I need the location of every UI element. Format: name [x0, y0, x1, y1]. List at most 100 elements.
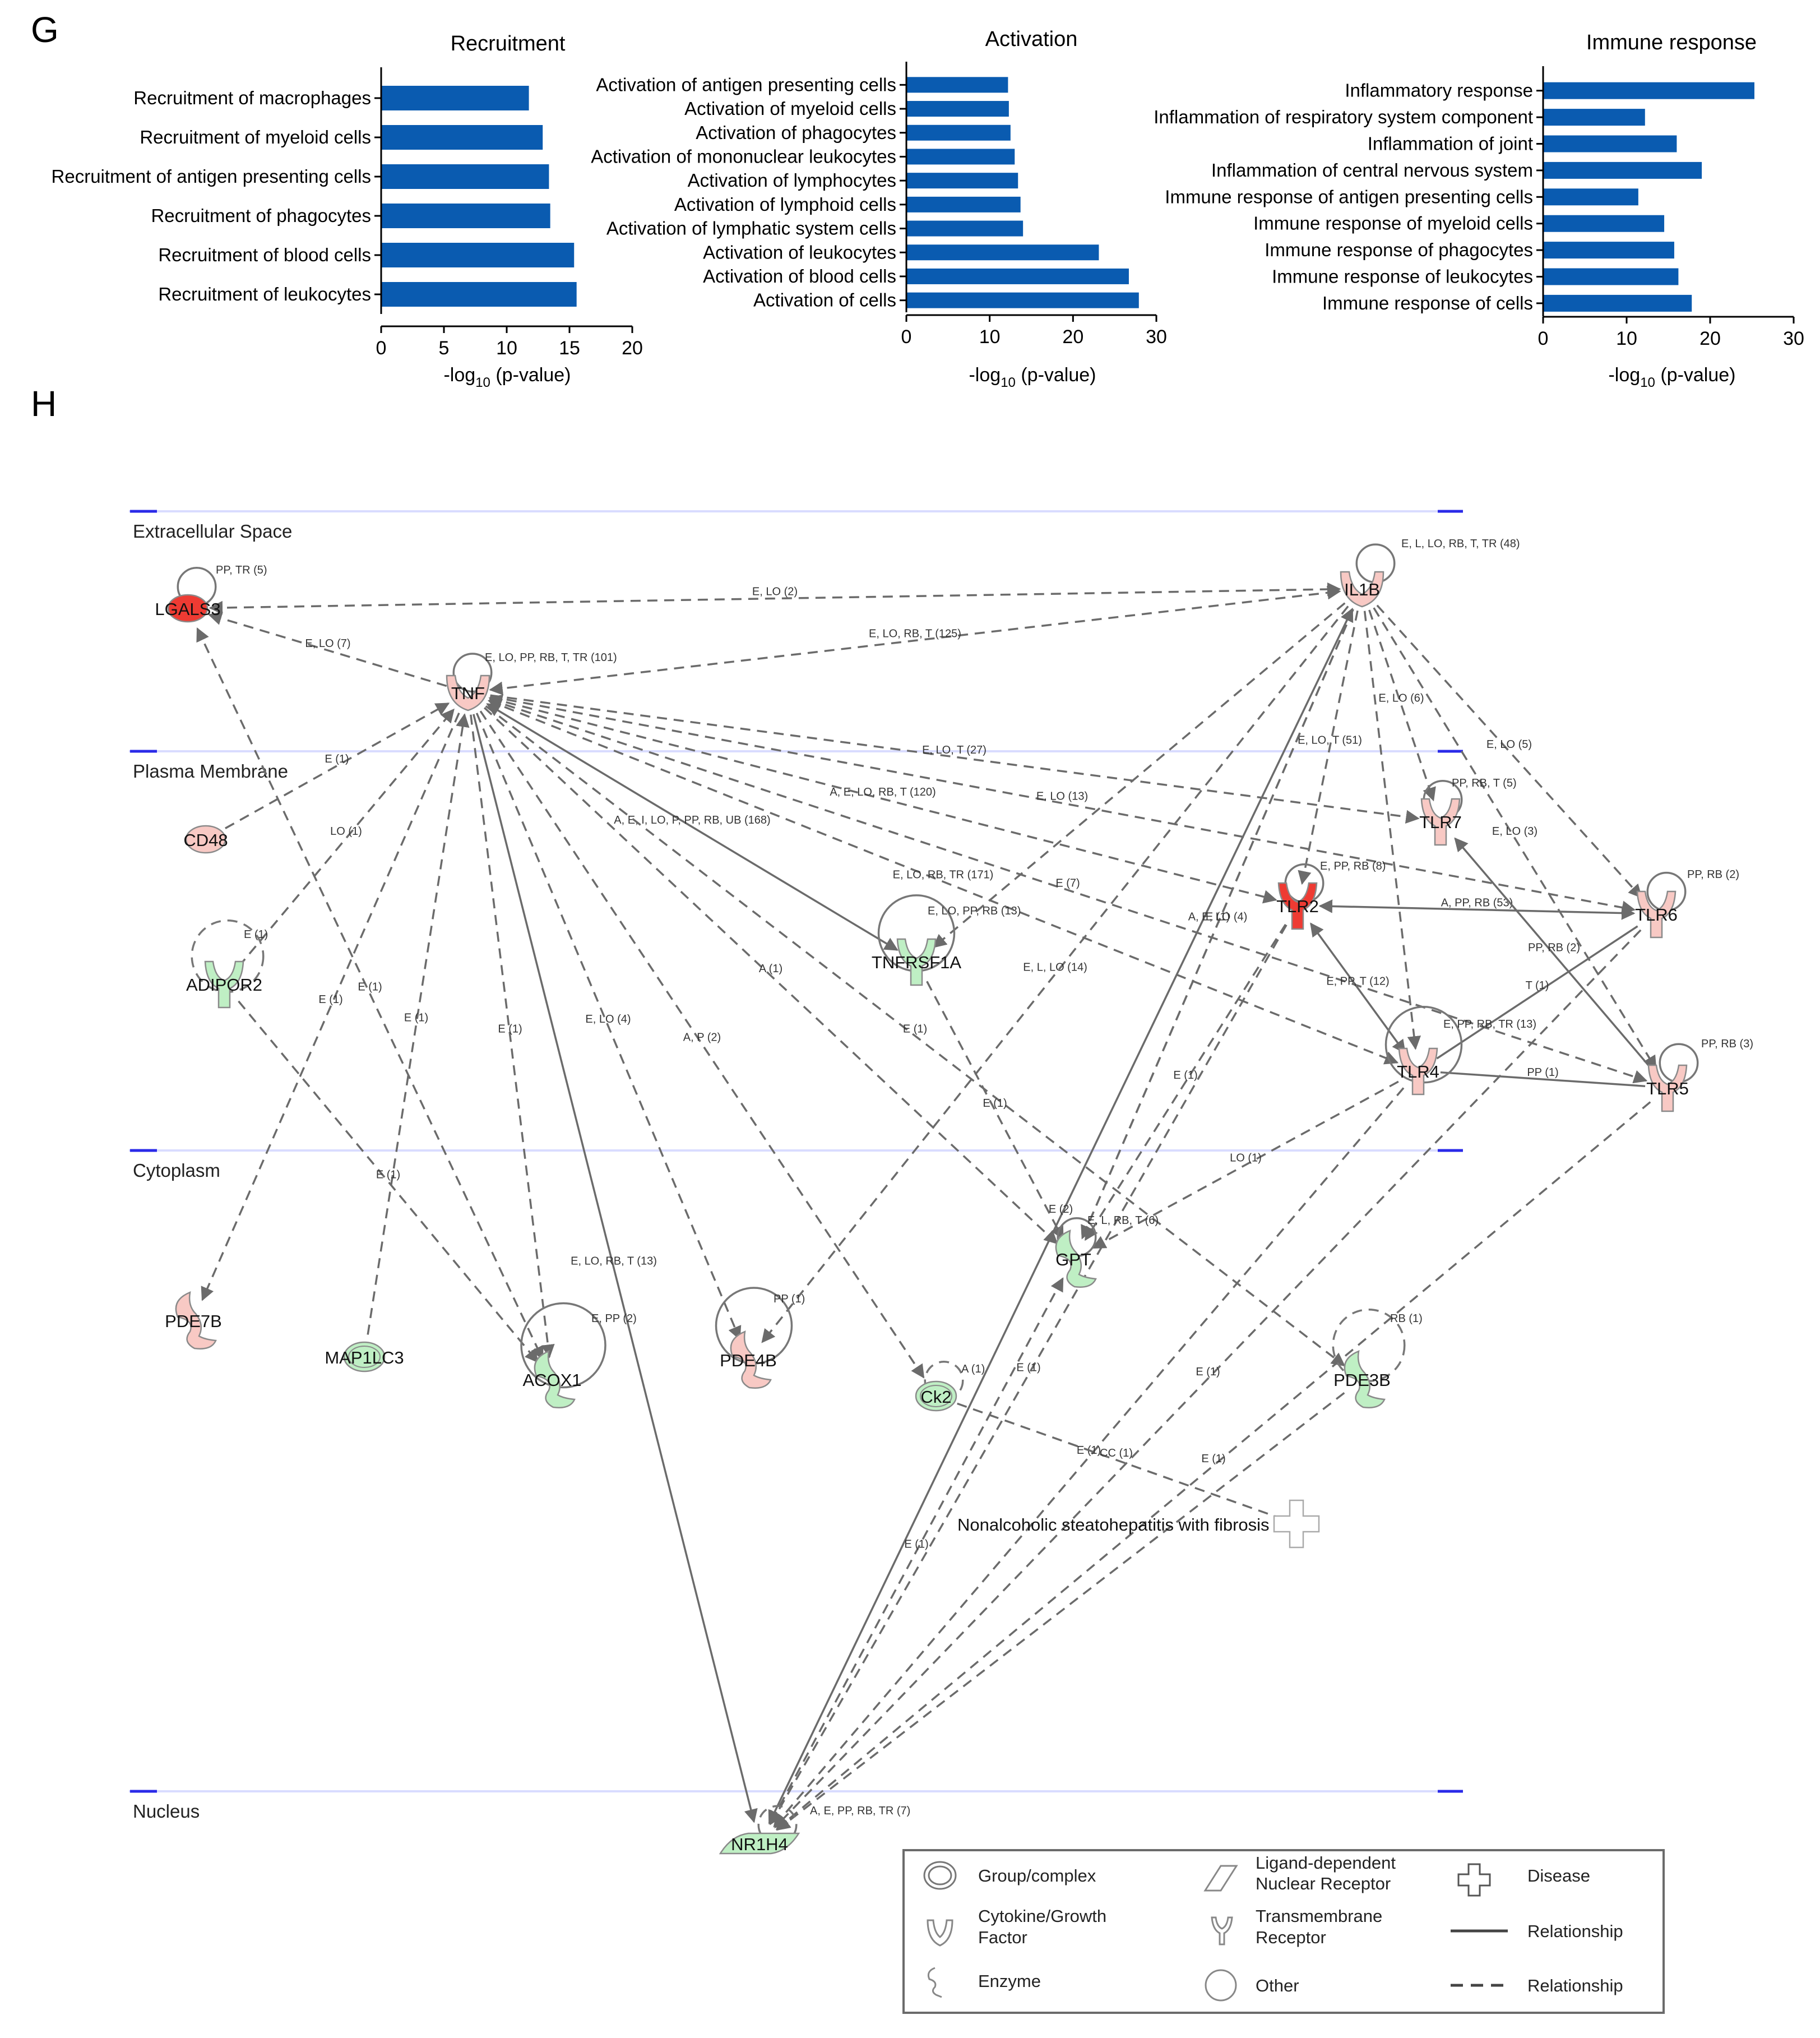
edge: [479, 710, 925, 1379]
edge: [1436, 925, 1638, 1060]
category-label: Inflammation of respiratory system compo…: [1154, 107, 1533, 127]
x-tick-label: 20: [1062, 326, 1083, 348]
edge-label: E (1): [1196, 1366, 1220, 1378]
edge-label: E (1): [1016, 1362, 1040, 1374]
category-label: Inflammatory response: [1345, 80, 1533, 101]
category-label: Immune response of leukocytes: [1272, 266, 1533, 287]
node-shape: [1340, 571, 1384, 608]
panel-g-label: G: [31, 10, 59, 50]
bar: [1544, 294, 1692, 312]
bar: [382, 282, 577, 307]
node-shape: [1420, 798, 1461, 846]
compartment-label: Cytoplasm: [133, 1160, 220, 1181]
node-tlr7: PP, RB, T (5) TLR7: [1419, 777, 1517, 846]
node-shape: [204, 960, 244, 1009]
node-shape: [175, 1291, 217, 1350]
edge-label: E (1): [983, 1097, 1007, 1110]
edge-label: E (1): [904, 1538, 928, 1551]
edge-label: PP (1): [1527, 1066, 1558, 1079]
group-complex-icon: [923, 1861, 957, 1890]
node-label: ACOX1: [522, 1370, 581, 1390]
chart-title-activation: Activation: [985, 27, 1078, 51]
edge-label: A, E, LO, RB, T (120): [830, 786, 936, 798]
edge: [1091, 1080, 1399, 1249]
node-lgals3: PP, TR (5) LGALS3: [155, 564, 267, 623]
edge: [475, 713, 742, 1341]
node-label: TLR2: [1276, 896, 1319, 916]
bar-charts: 0 5 10 15 20 Recruitment of macrophages Recrui…: [52, 62, 1804, 359]
edge-label: E, LO (7): [305, 637, 350, 650]
edge-label: E, LO (3): [1492, 825, 1537, 838]
edge-label: A, PP, RB (53): [1441, 897, 1513, 909]
network-nodes: PP, TR (5) LGALS3 E, L, LO, RB, T, TR (48)…: [155, 538, 1753, 1855]
self-loop: [520, 1302, 606, 1389]
edge: [1084, 923, 1287, 1241]
nuclear-receptor-icon: [1203, 1865, 1238, 1892]
node-label: PDE7B: [165, 1311, 222, 1331]
other-icon: [1205, 1969, 1237, 2002]
x-tick-label: 10: [496, 338, 517, 359]
x-axis-label-recruitment: -log10 (p-value): [443, 364, 571, 390]
self-loop: [452, 653, 493, 693]
node-cd48: CD48: [183, 825, 228, 854]
node-label: TLR6: [1635, 905, 1678, 925]
self-loop-label: A, E, PP, RB, TR (7): [810, 1805, 910, 1817]
self-loop-label: E, LO, PP, RB, T, TR (101): [485, 651, 617, 664]
node-label: Nonalcoholic steatohepatitis with fibros…: [957, 1515, 1270, 1535]
edge: [201, 712, 460, 1301]
edge: [367, 713, 470, 1335]
node-shape: [446, 674, 490, 711]
edge-label: E, LO, RB, TR (171): [893, 869, 994, 881]
node-tlr2: E, PP, RB (8) TLR2: [1276, 860, 1386, 930]
self-loop-label: E, PP, RB (8): [1320, 860, 1386, 872]
network-edges: E, LO (2) E, LO (7) E, LO, RB, T (125) E (1…: [196, 582, 1657, 1831]
category-label: Recruitment of myeloid cells: [140, 127, 371, 147]
edge: [957, 1402, 1276, 1518]
node-nash: Nonalcoholic steatohepatitis with fibros…: [957, 1499, 1320, 1549]
bar: [907, 220, 1024, 237]
edge-label: E (1): [1206, 911, 1230, 923]
edge: [196, 627, 544, 1361]
node-shape: [1344, 1350, 1386, 1408]
self-loop-label: E, L, LO, RB, T, TR (48): [1401, 538, 1520, 550]
node-shape: [896, 938, 937, 986]
node-label: TLR5: [1646, 1079, 1689, 1098]
edge-label: E, LO (5): [1486, 738, 1532, 751]
edge-label: CC (1): [1100, 1447, 1133, 1459]
node-shape: [1273, 1499, 1320, 1549]
edge: [207, 612, 447, 687]
edge-label: E (1): [376, 1169, 400, 1181]
bar: [382, 204, 550, 228]
edge: [238, 708, 455, 968]
bar: [907, 292, 1139, 308]
legend-box: [902, 1849, 1665, 2014]
edge: [470, 714, 555, 1358]
edge-label: E, LO, T (27): [922, 744, 987, 756]
legend-cytokine-label-2: Factor: [978, 1928, 1027, 1947]
category-label: Recruitment of blood cells: [158, 244, 371, 265]
edge-label: E (1): [903, 1023, 927, 1036]
node-label: TLR4: [1397, 1062, 1439, 1082]
category-label: Activation of lymphoid cells: [674, 194, 896, 215]
category-label: Immune response of antigen presenting ce…: [1165, 186, 1533, 207]
category-label: Recruitment of antigen presenting cells: [52, 166, 371, 187]
node-tlr6: PP, RB (2) TLR6: [1635, 868, 1739, 939]
bar: [382, 125, 543, 150]
edge: [1081, 609, 1354, 1240]
edge-label: E (1): [358, 981, 382, 993]
category-label: Activation of cells: [753, 290, 896, 311]
bar: [907, 196, 1021, 212]
self-loop-label: E, LO, PP, RB (13): [928, 905, 1021, 917]
node-pde4b: PP (1) PDE4B: [715, 1287, 805, 1389]
edge: [1363, 611, 1421, 1050]
node-shape: [185, 825, 226, 854]
node-label: MAP1LC3: [325, 1348, 404, 1367]
node-pde7b: PDE7B: [165, 1291, 222, 1350]
edge-label: A, P (2): [683, 1032, 721, 1044]
edge-label: E, LO (13): [1036, 791, 1088, 803]
compartment-label: Nucleus: [133, 1801, 200, 1822]
node-ck2: A (1) Ck2: [915, 1361, 985, 1412]
edge: [776, 1392, 1345, 1831]
transmembrane-icon: [1211, 1916, 1233, 1945]
self-loop-label: PP, RB (2): [1687, 868, 1739, 881]
